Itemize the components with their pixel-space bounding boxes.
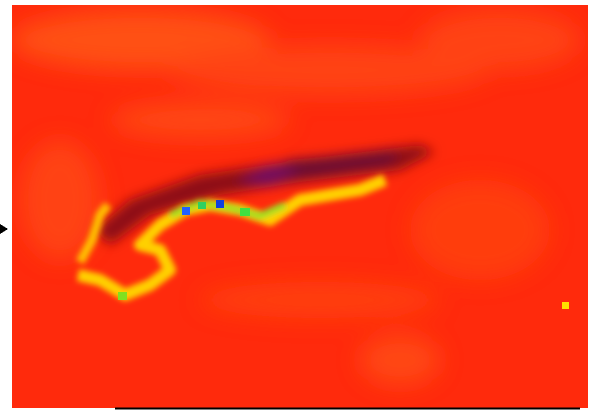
- heatmap-image: [0, 0, 594, 410]
- yellow-pixel: [562, 302, 569, 309]
- green-pixel: [240, 208, 250, 216]
- cold-pixel: [216, 200, 224, 208]
- heatmap-field: [10, 5, 588, 408]
- cold-pixel: [182, 207, 190, 215]
- page: [0, 0, 594, 410]
- pointer-arrow: [0, 224, 8, 234]
- green-pixel: [198, 202, 206, 209]
- green-pixel: [118, 292, 127, 300]
